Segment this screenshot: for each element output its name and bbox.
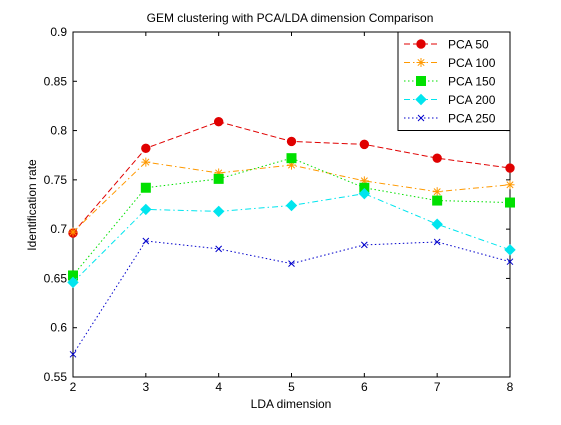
legend-marker <box>416 58 426 67</box>
data-point <box>431 218 443 230</box>
y-tick-label: 0.6 <box>50 321 67 335</box>
legend-label: PCA 50 <box>448 38 489 52</box>
x-tick-label: 8 <box>507 380 514 394</box>
y-axis-label: Identification rate <box>25 159 39 251</box>
data-point <box>285 199 298 212</box>
data-point <box>212 205 225 218</box>
data-point <box>506 258 514 266</box>
legend-item: PCA 100 <box>404 56 496 70</box>
y-tick-label: 0.85 <box>44 74 68 88</box>
x-axis: 2 3 4 5 6 7 8 <box>70 32 514 394</box>
data-point <box>141 157 151 167</box>
data-point <box>286 136 297 147</box>
y-tick-label: 0.9 <box>50 25 67 39</box>
data-point <box>141 143 151 154</box>
data-point <box>432 195 443 206</box>
legend-marker <box>416 76 426 86</box>
legend: PCA 50 PCA 100 PCA 150 PCA 200 PCA 250 <box>397 31 511 131</box>
x-tick-label: 3 <box>142 380 149 394</box>
data-point <box>140 182 151 193</box>
data-point <box>505 180 515 190</box>
data-point <box>215 245 223 253</box>
y-axis: 0.55 0.6 0.65 0.7 0.75 0.8 0.85 0.9 <box>44 25 510 384</box>
data-point <box>432 187 442 197</box>
x-tick-label: 6 <box>361 380 368 394</box>
data-point <box>67 276 79 289</box>
series-pca-200 <box>67 187 516 289</box>
data-point <box>433 238 441 246</box>
series-pca-50 <box>68 117 515 238</box>
legend-label: PCA 150 <box>448 75 496 89</box>
data-point <box>68 227 78 237</box>
series-pca-150 <box>68 153 515 281</box>
legend-item: PCA 150 <box>404 75 496 89</box>
data-point <box>359 139 370 150</box>
y-tick-label: 0.7 <box>50 222 67 236</box>
data-point <box>286 153 297 164</box>
legend-item: PCA 250 <box>404 112 496 126</box>
legend-label: PCA 200 <box>448 93 496 107</box>
chart-title: GEM clustering with PCA/LDA dimension Co… <box>147 11 434 25</box>
series-layer <box>67 117 516 358</box>
data-point <box>505 197 515 208</box>
legend-marker <box>416 39 426 49</box>
data-point <box>213 173 224 184</box>
x-axis-label: LDA dimension <box>251 397 332 411</box>
y-tick-label: 0.55 <box>44 370 68 384</box>
y-tick-label: 0.8 <box>50 124 67 138</box>
data-point <box>140 203 152 216</box>
legend-label: PCA 250 <box>448 112 496 126</box>
y-tick-label: 0.75 <box>44 173 68 187</box>
x-tick-label: 2 <box>70 380 77 394</box>
x-tick-label: 4 <box>215 380 222 394</box>
data-point <box>432 153 442 163</box>
legend-marker <box>417 114 425 122</box>
legend-item: PCA 50 <box>404 38 489 52</box>
x-tick-label: 7 <box>434 380 441 394</box>
y-tick-label: 0.65 <box>44 271 68 285</box>
legend-marker <box>415 93 427 106</box>
data-point <box>288 260 295 267</box>
series-pca-250 <box>69 237 514 358</box>
data-point <box>213 117 224 127</box>
data-point <box>69 350 77 358</box>
data-point <box>504 244 516 256</box>
data-point <box>360 241 368 249</box>
legend-label: PCA 100 <box>448 56 496 70</box>
legend-item: PCA 200 <box>404 93 496 107</box>
x-tick-label: 5 <box>288 380 295 394</box>
data-point <box>142 237 150 245</box>
data-point <box>358 187 371 200</box>
data-point <box>505 163 515 173</box>
